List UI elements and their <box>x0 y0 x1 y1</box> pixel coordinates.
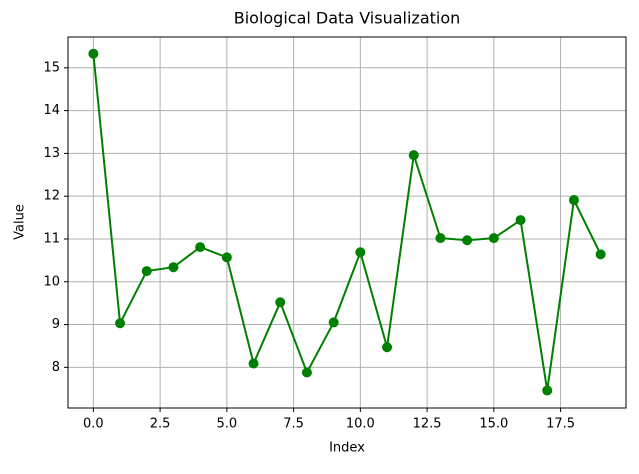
x-tick-label: 15.0 <box>479 417 508 432</box>
point <box>141 266 152 277</box>
point <box>221 252 232 263</box>
point <box>515 215 526 226</box>
chart-title: Biological Data Visualization <box>234 9 461 28</box>
plot-frame <box>67 36 627 409</box>
point <box>408 150 419 161</box>
y-tick-label: 8 <box>52 360 60 375</box>
point <box>488 233 499 244</box>
point <box>595 249 606 260</box>
point <box>88 48 99 59</box>
point <box>248 358 259 369</box>
point <box>462 235 473 246</box>
point <box>115 318 126 329</box>
x-tick-label: 12.5 <box>413 417 442 432</box>
point <box>382 342 393 353</box>
point <box>435 233 446 244</box>
x-tick-label: 5.0 <box>217 417 238 432</box>
x-tick-label: 2.5 <box>150 417 171 432</box>
y-tick-label: 11 <box>43 231 60 246</box>
x-tick-label: 7.5 <box>283 417 304 432</box>
point <box>275 297 286 308</box>
x-tick-label: 17.5 <box>546 417 575 432</box>
x-tick-label: 0.0 <box>83 417 104 432</box>
point <box>355 247 366 258</box>
x-axis-label: Index <box>329 441 365 456</box>
x-tick-label: 10.0 <box>346 417 375 432</box>
point <box>301 367 312 378</box>
point <box>568 195 579 206</box>
y-tick-label: 9 <box>52 317 60 332</box>
y-tick-label: 15 <box>43 60 60 75</box>
point <box>328 317 339 328</box>
y-axis-label: Value <box>13 204 28 240</box>
point <box>195 242 206 253</box>
line <box>92 53 602 391</box>
y-tick-label: 14 <box>43 103 60 118</box>
point <box>168 262 179 273</box>
y-tick-label: 10 <box>43 274 60 289</box>
y-tick-label: 12 <box>43 189 60 204</box>
y-tick-label: 13 <box>43 146 60 161</box>
point <box>542 385 553 396</box>
